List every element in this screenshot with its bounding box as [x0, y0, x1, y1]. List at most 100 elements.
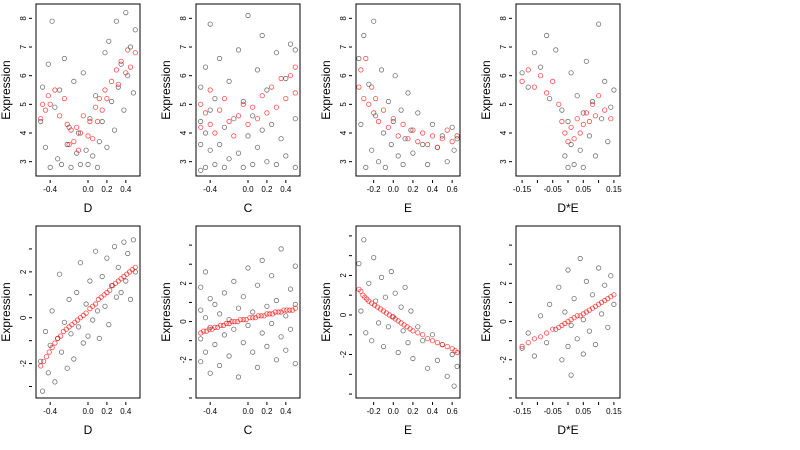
red-point: [273, 104, 279, 110]
scatter-panel-3: -0.2 0.0 0.2 0.4 0.6 E 3 4 5 6 7 8 Expression: [319, 3, 461, 215]
y-tick-label: 3: [19, 159, 28, 164]
red-point: [525, 67, 531, 73]
red-point: [42, 107, 49, 113]
black-point: [99, 273, 105, 280]
red-point: [235, 113, 242, 119]
red-point: [405, 136, 411, 142]
black-point: [268, 273, 275, 279]
y-tick-label: -2: [339, 350, 348, 358]
black-point: [454, 363, 460, 369]
black-point: [207, 295, 213, 302]
black-point: [378, 274, 385, 280]
red-point: [268, 84, 275, 90]
black-point: [235, 374, 242, 380]
red-point: [543, 90, 550, 96]
x-tick-label: -0.2: [367, 407, 381, 416]
black-point: [74, 289, 80, 296]
black-point: [358, 308, 364, 314]
red-point: [198, 101, 204, 107]
red-point: [80, 312, 86, 318]
black-point: [292, 301, 298, 307]
y-axis-label: Expression: [479, 282, 493, 341]
black-point: [562, 309, 568, 315]
black-point: [250, 161, 256, 168]
y-axis-label: Expression: [0, 60, 13, 119]
black-point: [592, 341, 599, 348]
red-point: [424, 141, 431, 148]
black-point: [283, 75, 289, 82]
black-point: [102, 50, 108, 56]
y-tick-label: 5: [19, 102, 28, 107]
black-point: [90, 317, 96, 323]
black-point: [245, 322, 251, 328]
black-point: [259, 257, 265, 263]
black-point: [212, 96, 218, 102]
x-tick-label: 0.4: [280, 185, 292, 194]
black-point: [38, 118, 44, 125]
y-tick-label: 8: [499, 16, 508, 21]
red-point: [132, 264, 138, 270]
y-axis-label: Expression: [319, 60, 333, 119]
red-point: [586, 118, 593, 125]
red-point: [46, 349, 52, 355]
black-point: [202, 164, 209, 170]
black-point: [356, 55, 362, 62]
x-axis-label: E: [404, 201, 412, 215]
black-point: [221, 124, 227, 130]
red-point: [583, 110, 590, 116]
black-point: [118, 61, 124, 67]
y-tick-label: 0: [499, 319, 508, 324]
red-point: [395, 133, 401, 139]
black-point: [531, 50, 538, 56]
red-point: [559, 118, 565, 125]
red-point: [71, 139, 77, 145]
black-point: [395, 153, 401, 159]
scatter-panel-4: -0.15 -0.05 0.05 0.15 D*E 3 4 5 6 7 8 Expression: [479, 3, 622, 215]
red-point: [93, 301, 99, 307]
black-point: [94, 308, 101, 314]
x-tick-label: 0.0: [82, 185, 94, 194]
red-point: [525, 339, 531, 346]
black-point: [80, 70, 86, 76]
x-tick-label: 0.0: [388, 407, 400, 416]
red-point: [434, 339, 440, 346]
black-point: [415, 324, 421, 330]
black-point: [292, 47, 298, 53]
red-point: [66, 141, 72, 148]
red-point: [611, 292, 617, 298]
black-point: [449, 124, 455, 130]
black-point: [559, 357, 565, 363]
x-axis-label: C: [244, 423, 253, 437]
red-point: [95, 296, 102, 302]
red-point: [124, 271, 130, 277]
red-point: [115, 278, 121, 284]
red-point: [229, 318, 235, 325]
red-point: [80, 113, 86, 119]
black-point: [39, 388, 46, 394]
black-point: [198, 336, 204, 342]
black-point: [113, 294, 120, 300]
black-point: [45, 61, 51, 67]
y-axis-label: Expression: [159, 60, 173, 119]
black-point: [87, 116, 93, 122]
black-point: [113, 18, 120, 24]
red-point: [101, 292, 107, 298]
black-point: [217, 311, 223, 317]
x-tick-label: 0.05: [576, 185, 592, 194]
y-tick-label: 2: [179, 281, 188, 286]
red-point: [123, 70, 129, 76]
y-axis-label: Expression: [319, 282, 333, 341]
x-tick-label: 0.2: [101, 407, 113, 416]
black-point: [611, 87, 617, 93]
black-point: [574, 93, 580, 99]
black-point: [273, 50, 279, 56]
black-point: [361, 32, 367, 39]
black-point: [127, 44, 134, 50]
red-point: [109, 78, 115, 85]
black-point: [198, 167, 204, 173]
red-point: [77, 315, 84, 321]
black-point: [451, 383, 457, 389]
x-axis-label: D*E: [557, 201, 578, 215]
black-point: [402, 136, 408, 142]
black-point: [264, 87, 270, 93]
